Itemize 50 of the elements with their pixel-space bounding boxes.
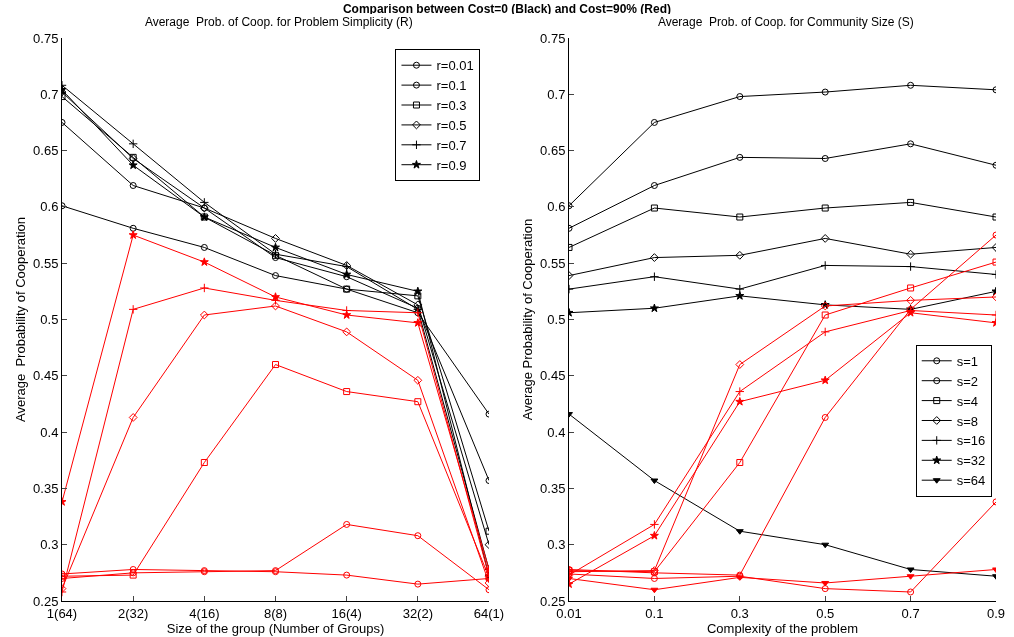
x-axis-title: Size of the group (Number of Groups) [166,620,385,636]
y-tick-label: 0.3 [40,537,59,553]
y-tick-label: 0.55 [540,255,566,271]
y-tick-label: 0.75 [540,30,566,46]
x-tick-label: 16(4) [331,605,362,621]
legend-label: r=0.1 [436,78,467,94]
y-tick-label: 0.6 [547,199,566,215]
y-tick-label: 0.65 [33,143,59,159]
x-axis-title: Complexity of the problem [706,620,859,636]
y-tick-label: 0.7 [40,86,59,102]
legend-label: s=4 [956,393,979,409]
legend-label: s=32 [956,453,986,469]
y-tick-label: 0.65 [540,143,566,159]
y-tick-label: 0.5 [40,312,59,328]
x-tick-label: 2(32) [117,605,149,621]
y-tick-label: 0.55 [33,255,59,271]
legend-label: r=0.7 [436,137,467,153]
legend-label: r=0.5 [436,117,467,133]
x-tick-label: 0.3 [730,605,749,621]
y-tick-label: 0.45 [33,368,59,384]
y-tick-label: 0.3 [547,537,566,553]
x-tick-label: 32(2) [402,605,434,621]
y-tick-label: 0.35 [540,480,566,496]
x-tick-label: 0.9 [986,605,1006,621]
y-tick-label: 0.6 [40,199,59,215]
legend-label: s=2 [956,373,979,389]
y-tick-label: 0.7 [547,86,566,102]
legend-label: s=16 [956,433,986,449]
legend-label: r=0.01 [436,58,474,74]
x-tick-label: 0.7 [901,605,920,621]
x-tick-label: 64(1) [473,605,505,621]
y-tick-label: 0.4 [40,424,59,440]
chart-title: Average Prob. of Coop. for Community Size (S) [657,14,914,29]
legend-label: s=1 [956,353,979,369]
legend-label: r=0.9 [436,157,467,173]
legend-label: r=0.3 [436,98,467,114]
legend-label: s=8 [956,413,979,429]
x-tick-label: 8(8) [263,605,288,621]
y-tick-label: 0.75 [33,30,59,46]
y-tick-label: 0.5 [547,312,566,328]
legend-label: s=64 [956,473,986,489]
y-tick-label: 0.45 [540,368,566,384]
x-tick-label: 0.1 [645,605,664,621]
x-tick-label: 0.5 [816,605,835,621]
chart-title: Average Prob. of Coop. for Problem Simplicity (R) [144,14,413,29]
y-tick-label: 0.4 [547,424,566,440]
y-axis-title: Average Probability of Cooperation [13,217,29,422]
y-tick-label: 0.35 [33,480,59,496]
y-axis-title: Average Probability of Cooperation [520,218,536,421]
x-tick-label: 4(16) [189,605,220,621]
